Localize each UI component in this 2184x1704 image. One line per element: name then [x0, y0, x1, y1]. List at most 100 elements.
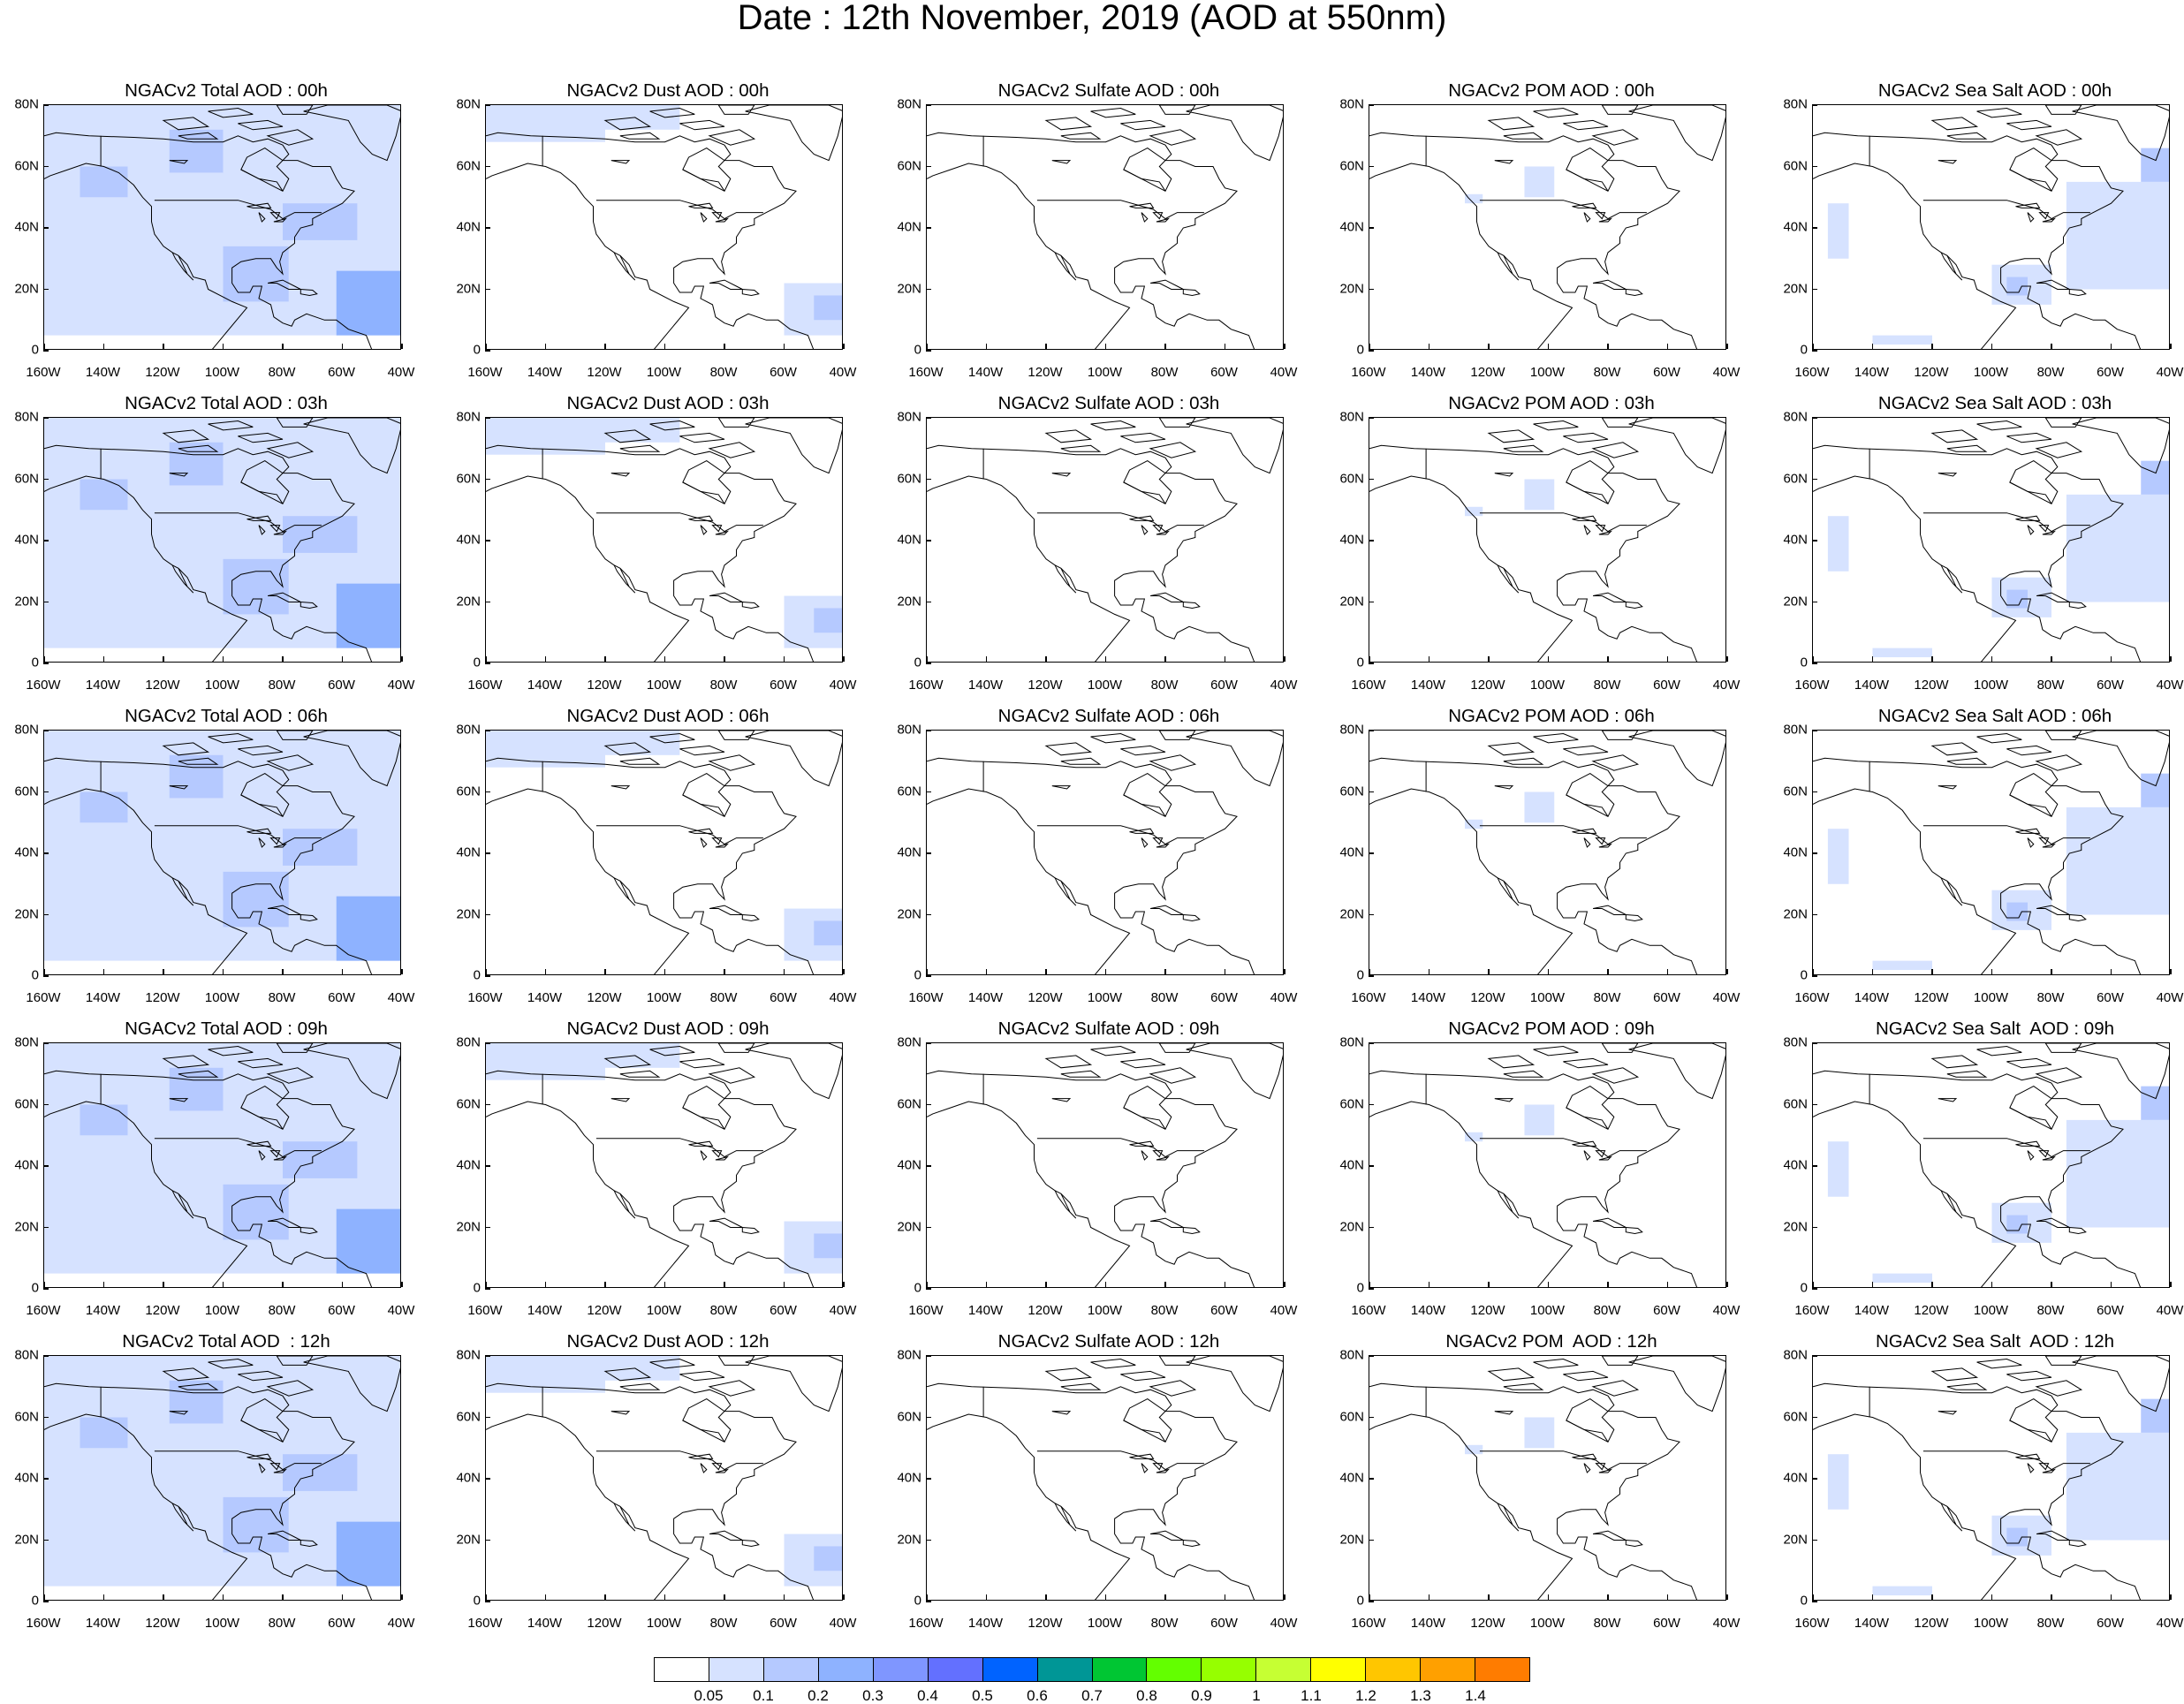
x-tick-mark: [724, 1282, 725, 1287]
x-tick-mark: [1726, 969, 1728, 974]
x-tick-label: 60W: [1210, 1303, 1238, 1318]
y-tick-mark: [1369, 1103, 1374, 1105]
arctic-island-outline: [1533, 1045, 1579, 1056]
lake-outline: [1141, 837, 1149, 848]
y-tick-label: 40N: [14, 532, 39, 548]
lake-outline: [2042, 1468, 2057, 1473]
hispaniola-outline: [1625, 288, 1643, 297]
x-tick-mark: [1726, 1282, 1728, 1287]
hudson-bay-coast: [240, 1107, 284, 1130]
panel-title: NGACv2 Sulfate AOD : 00h: [997, 80, 1220, 101]
arctic-island-outline: [1976, 420, 2022, 431]
x-tick-mark: [1812, 656, 1814, 662]
coastline-west: [44, 475, 248, 662]
x-tick-mark: [1607, 656, 1609, 662]
lake-outline: [1129, 202, 1155, 208]
baja-coastline: [171, 877, 194, 906]
arctic-island-outline: [1503, 1070, 1544, 1078]
y-tick-mark: [485, 165, 490, 167]
x-tick-label: 120W: [1028, 1616, 1063, 1631]
y-tick-mark: [43, 1601, 49, 1602]
y-tick-label: 0: [31, 1280, 39, 1296]
colorbar-swatch: [928, 1658, 983, 1681]
map-plot-area: [43, 417, 401, 663]
lake-outline: [273, 1155, 288, 1161]
y-tick-mark: [1812, 227, 1817, 229]
arctic-island-outline: [208, 420, 254, 431]
lake-outline: [1598, 530, 1613, 535]
map-plot-area: [1812, 417, 2170, 663]
aod-shaded-region: [2066, 181, 2169, 290]
x-tick-mark: [1871, 344, 1873, 349]
arctic-island-outline: [717, 105, 755, 115]
x-tick-mark: [163, 1282, 164, 1287]
coastline-west: [1813, 1413, 2017, 1600]
y-tick-mark: [1812, 791, 1817, 792]
y-tick-label: 20N: [1783, 281, 1808, 296]
baja-coastline: [1497, 564, 1520, 594]
y-tick-label: 0: [473, 342, 481, 358]
x-tick-label: 80W: [1150, 1303, 1179, 1318]
coastline-east: [1813, 757, 2142, 974]
x-tick-mark: [1369, 1594, 1370, 1600]
baja-coastline: [1940, 1503, 1963, 1532]
x-tick-label: 160W: [26, 990, 61, 1005]
lake-outline: [1152, 525, 1164, 533]
colorbar-swatch: [1256, 1658, 1312, 1681]
map-plot-area: [43, 730, 401, 975]
x-tick-mark: [341, 344, 343, 349]
x-tick-mark: [1428, 1594, 1429, 1600]
cuba-outline: [1150, 592, 1184, 602]
aod-shaded-region: [2066, 494, 2169, 602]
aod-shaded-region: [283, 203, 358, 240]
y-tick-mark: [43, 663, 49, 664]
x-tick-mark: [724, 1594, 725, 1600]
x-tick-mark: [222, 344, 224, 349]
panel-title: NGACv2 Total AOD : 00h: [125, 80, 328, 101]
arctic-island-outline: [1976, 732, 2022, 744]
x-tick-label: 120W: [145, 365, 180, 380]
arctic-island-outline: [649, 1045, 695, 1056]
lake-outline: [1494, 785, 1514, 790]
lake-outline: [688, 1453, 714, 1459]
panel-title: NGACv2 POM AOD : 09h: [1448, 1019, 1655, 1039]
x-tick-label: 40W: [1270, 365, 1298, 380]
colorbar-swatch: [1037, 1658, 1093, 1681]
arctic-island-outline: [1158, 418, 1196, 428]
x-tick-label: 40W: [829, 990, 857, 1005]
hudson-bay-coast: [682, 794, 725, 817]
lake-outline: [1595, 525, 1606, 533]
x-tick-mark: [1991, 344, 1992, 349]
coastline-west: [1369, 475, 1574, 662]
x-tick-label: 120W: [145, 678, 180, 693]
y-tick-mark: [1812, 1478, 1817, 1480]
colorbar-label: 1: [1252, 1687, 1261, 1704]
us-canada-border: [154, 1450, 322, 1471]
us-canada-border: [1036, 1450, 1204, 1471]
lake-outline: [1938, 785, 1958, 790]
lake-outline: [246, 202, 272, 208]
x-tick-mark: [2110, 656, 2112, 662]
x-tick-mark: [2170, 969, 2172, 974]
x-tick-mark: [341, 1282, 343, 1287]
y-tick-label: 60N: [456, 158, 481, 173]
baja-coastline: [613, 1503, 636, 1532]
x-tick-mark: [1726, 1594, 1728, 1600]
aod-shaded-region: [2006, 1527, 2028, 1547]
y-tick-mark: [485, 913, 490, 915]
arctic-island-outline: [1503, 757, 1544, 765]
x-tick-mark: [724, 344, 725, 349]
cuba-outline: [1150, 279, 1184, 290]
lake-outline: [688, 1140, 714, 1147]
hispaniola-outline: [1182, 1226, 1201, 1235]
x-tick-mark: [1931, 344, 1933, 349]
cuba-outline: [1593, 1217, 1627, 1228]
y-tick-mark: [1369, 478, 1374, 480]
arctic-island-outline: [1946, 1382, 1988, 1390]
x-tick-label: 100W: [1529, 678, 1566, 693]
x-tick-label: 80W: [1593, 1616, 1621, 1631]
arctic-island-outline: [1487, 742, 1536, 756]
x-tick-mark: [664, 1282, 665, 1287]
y-tick-label: 60N: [897, 1096, 921, 1111]
x-tick-label: 100W: [646, 365, 682, 380]
